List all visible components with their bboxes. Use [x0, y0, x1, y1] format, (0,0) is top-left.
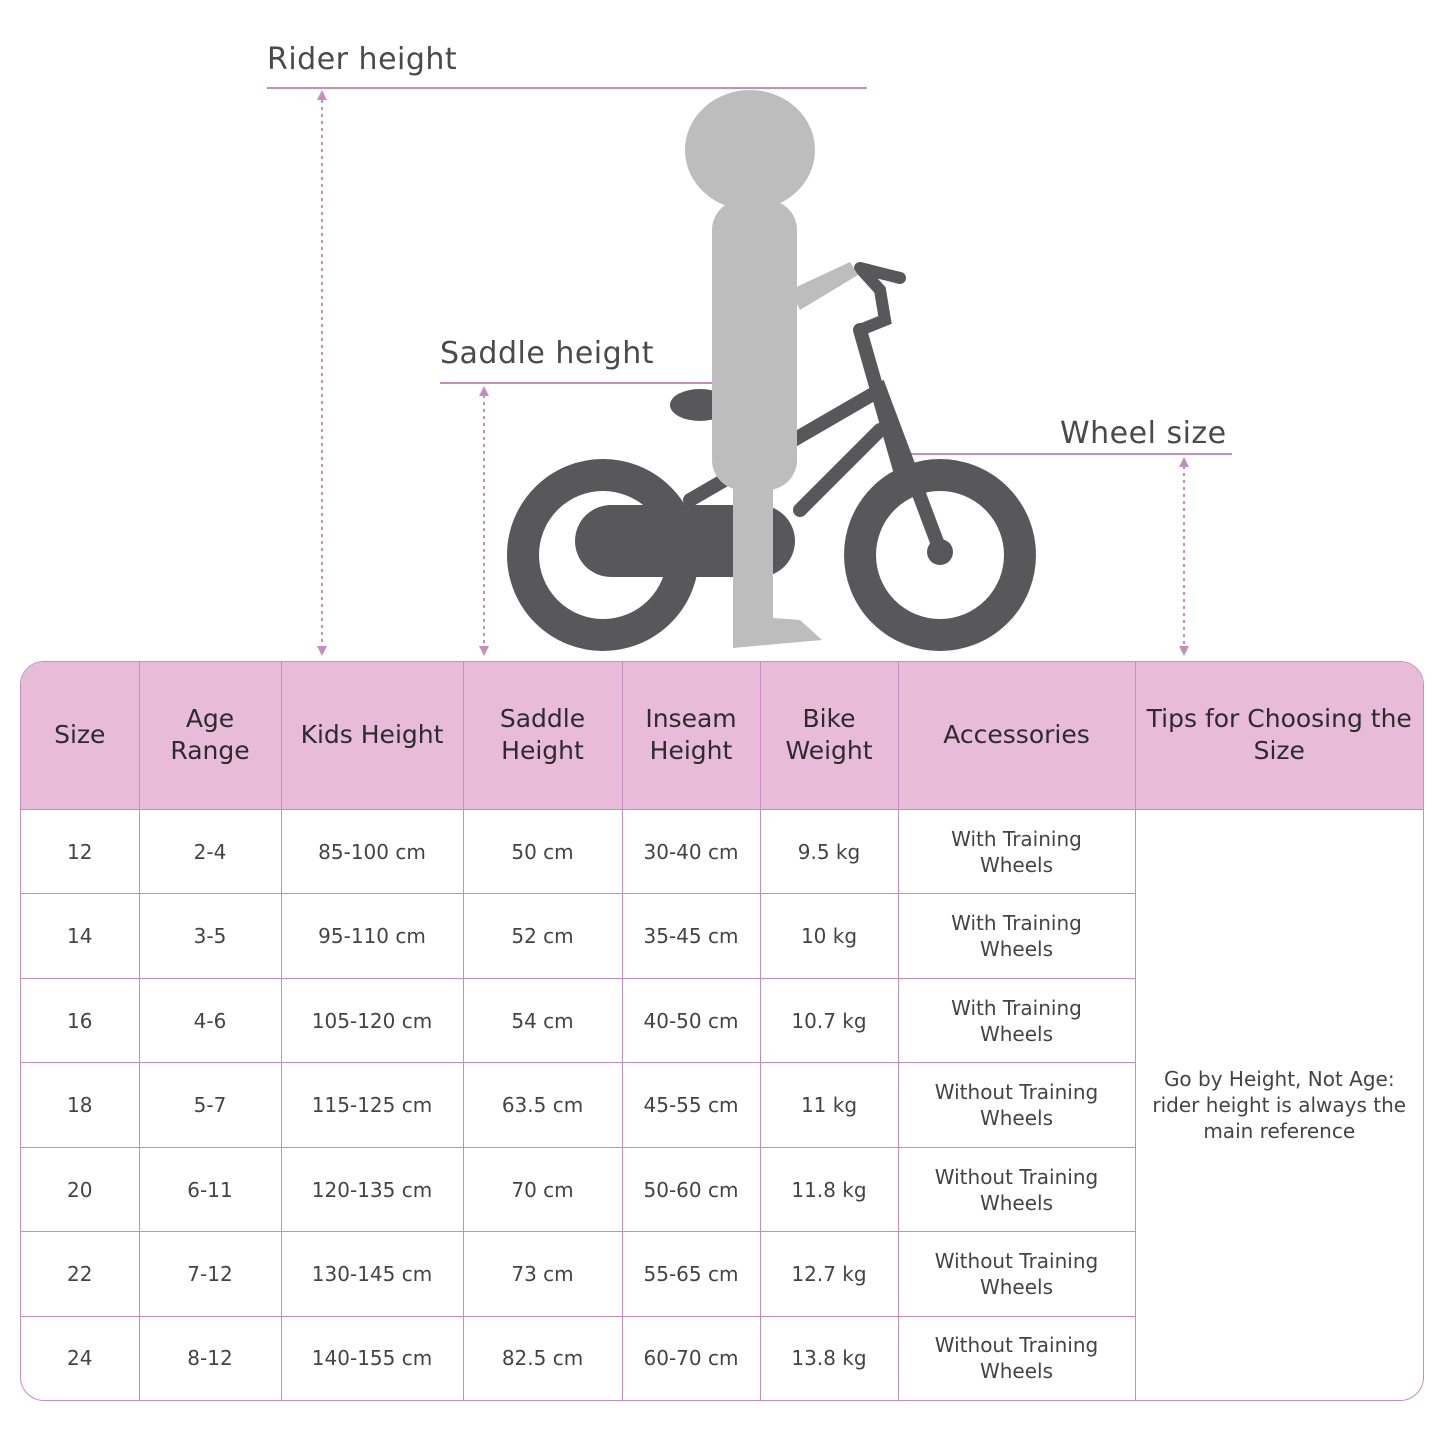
header-accessories: Accessories [897, 662, 1136, 810]
cell-kids-height: 115-125 cm [280, 1062, 464, 1148]
saddle-height-label: Saddle height [440, 336, 654, 371]
cell-accessories: Without Training Wheels [897, 1231, 1136, 1317]
table-row: 22 7-12 130-145 cm 73 cm 55-65 cm 12.7 kg With… [21, 1231, 1423, 1317]
cell-saddle-height: 70 cm [462, 1146, 623, 1233]
header-row: Size Age Range Kids Height Saddle Height… [21, 662, 1423, 810]
cell-bike-weight: 10.7 kg [759, 977, 899, 1064]
cell-inseam-height: 45-55 cm [621, 1062, 761, 1148]
table-row: 18 5-7 115-125 cm 63.5 cm 45-55 cm 11 kg Witho… [21, 1062, 1423, 1148]
arrow-up-icon [317, 90, 327, 100]
cell-inseam-height: 50-60 cm [621, 1146, 761, 1233]
cell-bike-weight: 10 kg [759, 893, 899, 979]
wheel-size-label: Wheel size [1060, 416, 1227, 451]
cell-accessories: Without Training Wheels [897, 1146, 1136, 1233]
arrow-down-icon [479, 646, 489, 656]
cell-saddle-height: 52 cm [462, 893, 623, 979]
cell-bike-weight: 13.8 kg [759, 1315, 899, 1400]
cell-kids-height: 95-110 cm [280, 893, 464, 979]
table-row: 20 6-11 120-135 cm 70 cm 50-60 cm 11.8 kg With… [21, 1146, 1423, 1233]
header-age-range: Age Range [138, 662, 282, 810]
cell-accessories: With Training Wheels [897, 893, 1136, 979]
table-row: 24 8-12 140-155 cm 82.5 cm 60-70 cm 13.8 kg Wi… [21, 1315, 1423, 1400]
rider-height-label: Rider height [267, 42, 458, 77]
table-row: 14 3-5 95-110 cm 52 cm 35-45 cm 10 kg With Tra… [21, 893, 1423, 979]
table-row: 12 2-4 85-100 cm 50 cm 30-40 cm 9.5 kg With Tr… [21, 808, 1423, 1400]
cell-inseam-height: 60-70 cm [621, 1315, 761, 1400]
cell-saddle-height: 54 cm [462, 977, 623, 1064]
header-tips: Tips for Choosing the Size [1134, 662, 1423, 810]
arrow-up-icon [1179, 457, 1189, 467]
cell-kids-height: 85-100 cm [280, 808, 464, 895]
cell-age-range: 4-6 [138, 977, 282, 1064]
cell-kids-height: 130-145 cm [280, 1231, 464, 1317]
cell-size: 12 [21, 808, 140, 895]
cell-inseam-height: 40-50 cm [621, 977, 761, 1064]
cell-age-range: 6-11 [138, 1146, 282, 1233]
cell-accessories: Without Training Wheels [897, 1062, 1136, 1148]
cell-age-range: 8-12 [138, 1315, 282, 1400]
cell-size: 16 [21, 977, 140, 1064]
cell-bike-weight: 9.5 kg [759, 808, 899, 895]
header-inseam-height: Inseam Height [621, 662, 761, 810]
cell-inseam-height: 35-45 cm [621, 893, 761, 979]
cell-bike-weight: 12.7 kg [759, 1231, 899, 1317]
cell-size: 18 [21, 1062, 140, 1148]
header-bike-weight: Bike Weight [759, 662, 899, 810]
table-row: 16 4-6 105-120 cm 54 cm 40-50 cm 10.7 kg With … [21, 977, 1423, 1064]
arrow-down-icon [317, 646, 327, 656]
cell-saddle-height: 73 cm [462, 1231, 623, 1317]
cell-age-range: 7-12 [138, 1231, 282, 1317]
cell-saddle-height: 50 cm [462, 808, 623, 895]
cell-kids-height: 140-155 cm [280, 1315, 464, 1400]
header-saddle-height: Saddle Height [462, 662, 623, 810]
cell-age-range: 2-4 [138, 808, 282, 895]
arrow-up-icon [479, 386, 489, 396]
cell-size: 22 [21, 1231, 140, 1317]
cell-kids-height: 105-120 cm [280, 977, 464, 1064]
bike-illustration [267, 87, 1232, 656]
cell-inseam-height: 30-40 cm [621, 808, 761, 895]
cell-kids-height: 120-135 cm [280, 1146, 464, 1233]
size-chart-table: Size Age Range Kids Height Saddle Height… [20, 661, 1424, 1401]
header-size: Size [21, 662, 140, 810]
cell-tip: Go by Height, Not Age: rider height is a… [1134, 808, 1423, 1400]
child-silhouette [685, 90, 858, 648]
header-kids-height: Kids Height [280, 662, 464, 810]
cell-bike-weight: 11 kg [759, 1062, 899, 1148]
cell-saddle-height: 82.5 cm [462, 1315, 623, 1400]
cell-accessories: With Training Wheels [897, 977, 1136, 1064]
cell-saddle-height: 63.5 cm [462, 1062, 623, 1148]
cell-size: 14 [21, 893, 140, 979]
cell-age-range: 5-7 [138, 1062, 282, 1148]
cell-inseam-height: 55-65 cm [621, 1231, 761, 1317]
cell-size: 20 [21, 1146, 140, 1233]
cell-size: 24 [21, 1315, 140, 1400]
cell-bike-weight: 11.8 kg [759, 1146, 899, 1233]
cell-age-range: 3-5 [138, 893, 282, 979]
cell-accessories: With Training Wheels [897, 808, 1136, 895]
cell-accessories: Without Training Wheels [897, 1315, 1136, 1400]
arrow-down-icon [1179, 646, 1189, 656]
